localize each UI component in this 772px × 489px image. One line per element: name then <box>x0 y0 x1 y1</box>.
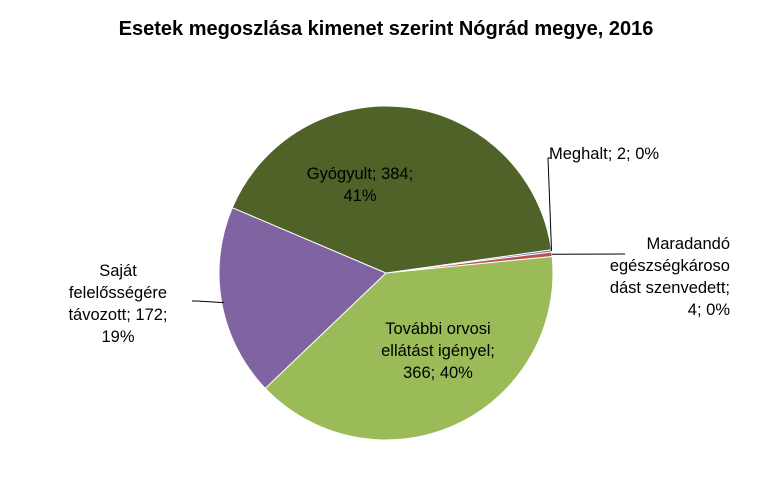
slice-label-line: Saját <box>99 262 137 280</box>
slice-label-tovabbi-orvosi-ellatast-igenyel: További orvosi ellátást igényel; 366; 40% <box>338 318 538 384</box>
leader-line-meghalt <box>547 157 553 251</box>
slice-label-line: 19% <box>101 328 135 346</box>
slice-label-line: Gyógyult; 384; <box>306 165 414 183</box>
slice-label-line: 41% <box>343 187 377 205</box>
slice-label-meghalt: Meghalt; 2; 0% <box>549 143 699 165</box>
slice-label-line: felelősségére <box>68 284 168 302</box>
chart-title: Esetek megoszlása kimenet szerint Nógrád… <box>118 18 654 40</box>
slice-label-line: Meghalt; 2; 0% <box>549 145 660 163</box>
leader-line-sajat-felelossegere-tavozott <box>192 300 224 304</box>
slice-label-line: ellátást igényel; <box>381 342 495 360</box>
pie-slice-gyogyult <box>231 105 552 274</box>
slice-label-line: 4; 0% <box>687 301 730 319</box>
slice-label-line: 366; 40% <box>403 364 473 382</box>
slice-label-line: távozott; 172; <box>68 306 168 324</box>
slice-label-sajat-felelossegere-tavozott: Saját felelősségére távozott; 172; 19% <box>48 260 188 348</box>
slice-label-line: További orvosi <box>385 320 491 338</box>
slice-label-gyogyult: Gyógyult; 384; 41% <box>270 163 450 207</box>
slice-label-line: egészségkároso <box>609 257 730 275</box>
slice-label-line: Maradandó <box>646 235 730 253</box>
slice-label-line: dást szenvedett; <box>609 279 730 297</box>
slice-label-maradando-egeszsegkarosodast-szenvedett: Maradandó egészségkároso dást szenvedett; 4… <box>600 233 730 321</box>
pie-slice-tovabbi-orvosi-ellatast-igenyel <box>264 255 554 441</box>
